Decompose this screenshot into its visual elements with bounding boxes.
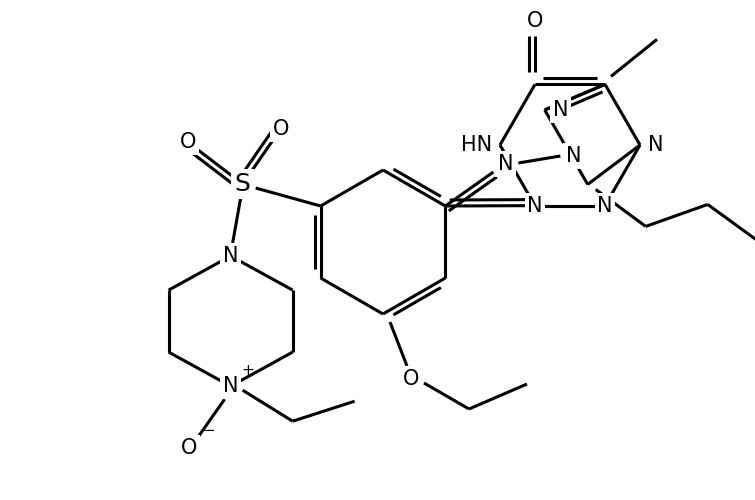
- Text: O: O: [180, 132, 196, 152]
- Text: N: N: [597, 196, 613, 216]
- Text: HN: HN: [461, 135, 492, 155]
- Text: N: N: [527, 196, 543, 216]
- Text: O: O: [527, 12, 543, 32]
- Text: +: +: [242, 362, 254, 378]
- Text: N: N: [553, 100, 569, 120]
- Text: N: N: [223, 376, 239, 396]
- Text: O: O: [403, 369, 419, 389]
- Text: S: S: [235, 172, 251, 196]
- Text: O: O: [180, 438, 197, 458]
- Text: O: O: [273, 119, 289, 139]
- Text: N: N: [498, 154, 513, 174]
- Text: N: N: [223, 246, 239, 266]
- Text: N: N: [565, 146, 581, 166]
- Text: −: −: [202, 422, 215, 438]
- Text: N: N: [648, 135, 664, 155]
